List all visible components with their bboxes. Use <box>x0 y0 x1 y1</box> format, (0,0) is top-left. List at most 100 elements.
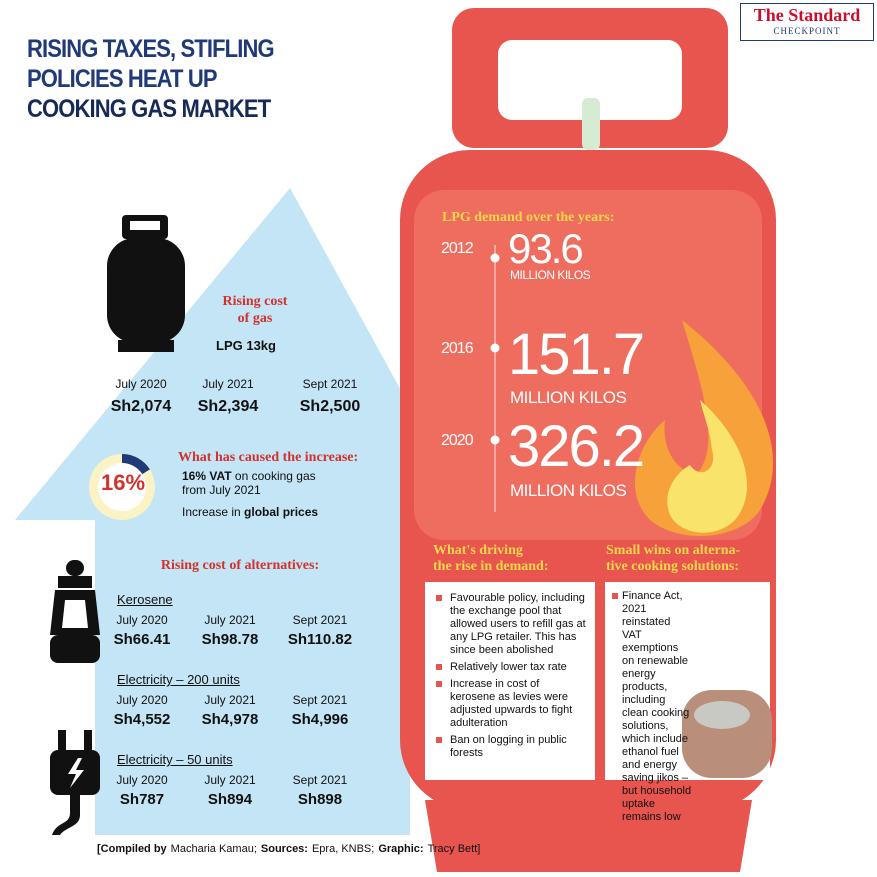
year: 2020 <box>441 432 474 449</box>
share-label: 16% <box>100 470 146 495</box>
heading-line: of gas <box>237 311 273 326</box>
cause-item: Increase in global prices <box>182 506 342 519</box>
driving-heading: What's driving the rise in demand: <box>433 543 549 575</box>
credit-part: Sources: <box>260 843 308 855</box>
title: RISING TAXES, STIFLING POLICIES HEAT UP … <box>27 34 275 124</box>
timeline-dot <box>490 343 500 353</box>
bullet <box>436 595 442 601</box>
period: Sept 2021 <box>292 693 348 707</box>
demand-unit: MILLION KILOS <box>510 268 591 282</box>
cause-item: 16% VAT on cooking gas from July 2021 <box>182 469 332 497</box>
credit-part: Macharia Kamau; <box>170 843 257 855</box>
icon-part <box>62 600 88 628</box>
period: July 2020 <box>116 773 168 787</box>
timeline-dot <box>490 253 500 263</box>
heading-line: Rising cost <box>222 294 288 309</box>
brand-box: The Standard CHECKPOINT <box>740 3 874 41</box>
icon-part <box>118 340 174 352</box>
flame-inner <box>667 400 748 533</box>
period: July 2021 <box>202 377 254 391</box>
period: July 2021 <box>204 613 256 627</box>
icon-part <box>58 576 92 588</box>
credit-part: Tracy Bett] <box>427 843 481 855</box>
period: Sept 2021 <box>292 613 348 627</box>
text: Increase in <box>182 505 241 519</box>
price: Sh4,552 <box>113 711 171 728</box>
gas-product: LPG 13kg <box>216 338 276 353</box>
icon-part <box>84 730 92 752</box>
text: Relatively lower tax rate <box>450 661 567 673</box>
alternative-name: Electricity – 200 units <box>117 672 240 687</box>
alternatives-heading: Rising cost of alternatives: <box>160 558 320 573</box>
year: 2016 <box>441 340 474 357</box>
text: on cooking gas from July 2021 <box>182 469 316 497</box>
heading-line: the rise in demand: <box>433 559 549 574</box>
title-line: RISING TAXES, STIFLING <box>27 35 275 63</box>
credit-part: [Compiled by <box>97 843 167 855</box>
icon-part <box>52 795 80 835</box>
bullet <box>436 681 442 687</box>
icon-part <box>58 730 66 752</box>
price: Sh2,500 <box>299 398 361 415</box>
heading-line: Small wins on alterna- <box>606 543 741 558</box>
period: Sept 2021 <box>302 377 358 391</box>
bold-text: global prices <box>244 505 319 519</box>
driving-item: Relatively lower tax rate <box>436 661 586 674</box>
timeline-dot <box>490 435 500 445</box>
demand-value: 151.7 <box>508 322 645 387</box>
text: Increase in cost of kerosene as levies w… <box>450 678 573 729</box>
period: July 2020 <box>116 613 168 627</box>
price: Sh66.41 <box>113 631 171 648</box>
icon-part <box>107 238 185 343</box>
cylinder-panel <box>414 190 762 540</box>
share-arc <box>89 454 155 520</box>
cause-heading: What has caused the increase: <box>178 450 359 465</box>
period: Sept 2021 <box>292 773 348 787</box>
wins-wrap: Finance Act, 2021 reinstated VAT exempti… <box>612 590 692 824</box>
brand-name: The Standard <box>753 5 861 25</box>
wins-text: Finance Act, 2021 reinstated VAT exempti… <box>612 590 762 824</box>
plug-icon <box>50 730 100 835</box>
valve <box>582 98 600 150</box>
price: Sh2,074 <box>110 398 172 415</box>
icon-part <box>66 560 84 576</box>
text: Finance Act, 2021 reinstated VAT exempti… <box>622 590 692 823</box>
price: Sh98.78 <box>201 631 259 648</box>
jiko-pot <box>694 701 750 729</box>
alternative-name: Kerosene <box>117 592 173 607</box>
text: Ban on logging in public forests <box>450 734 567 759</box>
cylinder-base <box>425 800 752 872</box>
title-line: POLICIES HEAT UP <box>27 65 218 93</box>
bullet <box>612 593 618 599</box>
period: July 2021 <box>204 693 256 707</box>
wins-heading: Small wins on alterna- tive cooking solu… <box>606 543 740 575</box>
handle-hole <box>498 40 682 120</box>
icon-part <box>130 221 160 230</box>
period: July 2021 <box>204 773 256 787</box>
alternative-name: Electricity – 50 units <box>117 752 233 767</box>
heading-line: tive cooking solutions: <box>606 559 740 574</box>
bold-text: 16% VAT <box>182 469 232 483</box>
driving-item: Favourable policy, including the exchang… <box>436 592 586 657</box>
demand-unit: MILLION KILOS <box>510 481 627 500</box>
brand-sub: CHECKPOINT <box>773 26 841 36</box>
demand-heading: LPG demand over the years: <box>442 210 615 225</box>
gas-icon <box>107 215 185 352</box>
icon-part <box>50 635 100 663</box>
text: Favourable policy, including the exchang… <box>450 592 586 656</box>
price: Sh110.82 <box>287 631 353 648</box>
price: Sh898 <box>297 791 343 808</box>
year: 2012 <box>441 240 474 257</box>
credit-part: Graphic: <box>378 843 424 855</box>
share-ring-hole <box>98 463 146 511</box>
arrow-shape <box>15 188 472 835</box>
credit-part: Epra, KNBS; <box>311 843 375 855</box>
price: Sh4,996 <box>291 711 349 728</box>
credit: [Compiled by Macharia Kamau; Sources: Epra,… <box>97 843 484 855</box>
driving-item: Ban on logging in public forests <box>436 734 586 760</box>
price: Sh894 <box>207 791 253 808</box>
icon-part <box>68 758 84 788</box>
heading-line: What's driving <box>433 543 523 558</box>
